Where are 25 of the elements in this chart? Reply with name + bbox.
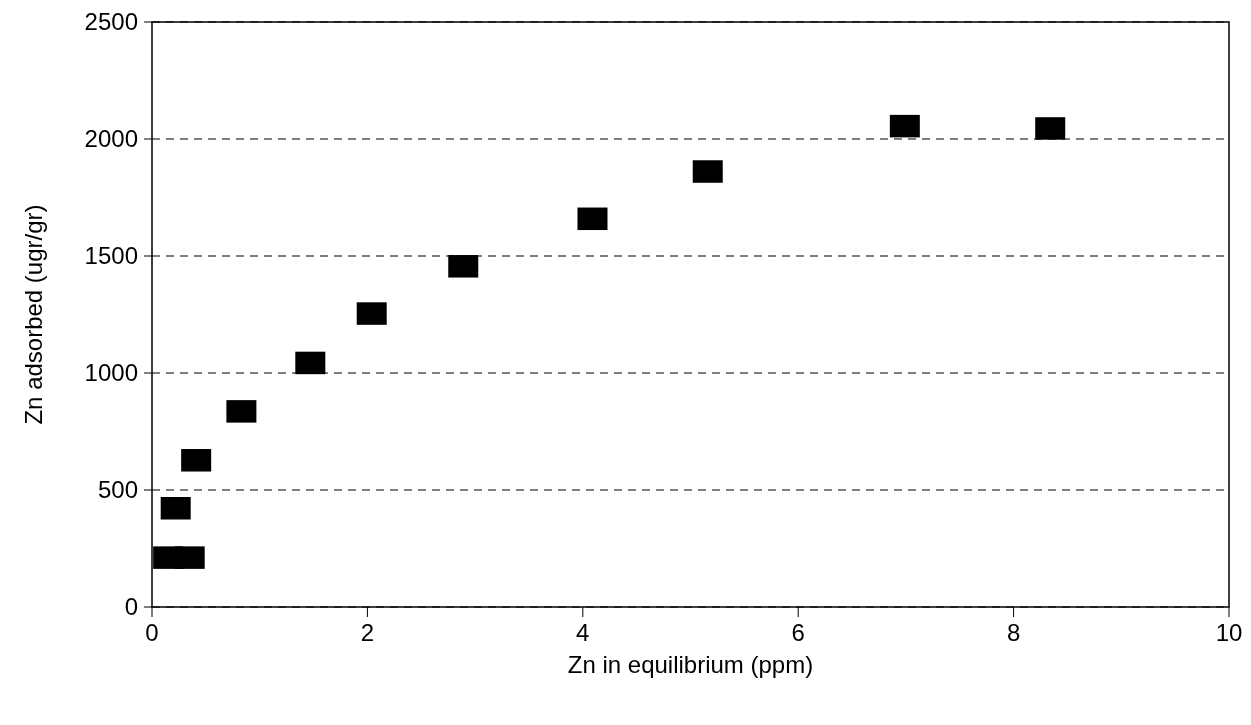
y-tick-label: 1500 — [84, 242, 138, 270]
y-tick-label: 2000 — [84, 125, 138, 153]
point — [889, 114, 920, 138]
point — [226, 400, 257, 423]
y-tick-label: 0 — [124, 593, 138, 621]
y-tick-label: 1000 — [84, 359, 138, 387]
x-tick-label: 0 — [145, 619, 159, 646]
x-tick-label: 6 — [791, 619, 805, 646]
y-tick-label: 2500 — [84, 8, 138, 36]
point — [174, 546, 205, 569]
y-axis-title: Zn adsorbed (ugr/gr) — [20, 204, 47, 425]
point — [160, 497, 191, 520]
x-axis-title: Zn in equilibrium (ppm) — [567, 651, 814, 678]
point — [448, 255, 479, 278]
point — [295, 351, 326, 375]
point — [1035, 117, 1066, 140]
point — [181, 449, 212, 472]
x-tick-label: 8 — [1006, 619, 1021, 646]
x-tick-label: 2 — [360, 619, 375, 646]
point — [577, 207, 608, 231]
point — [356, 302, 387, 325]
y-tick-label: 500 — [97, 476, 138, 504]
point — [692, 160, 723, 183]
x-tick-label: 4 — [576, 619, 590, 646]
x-tick-label: 10 — [1215, 619, 1243, 646]
